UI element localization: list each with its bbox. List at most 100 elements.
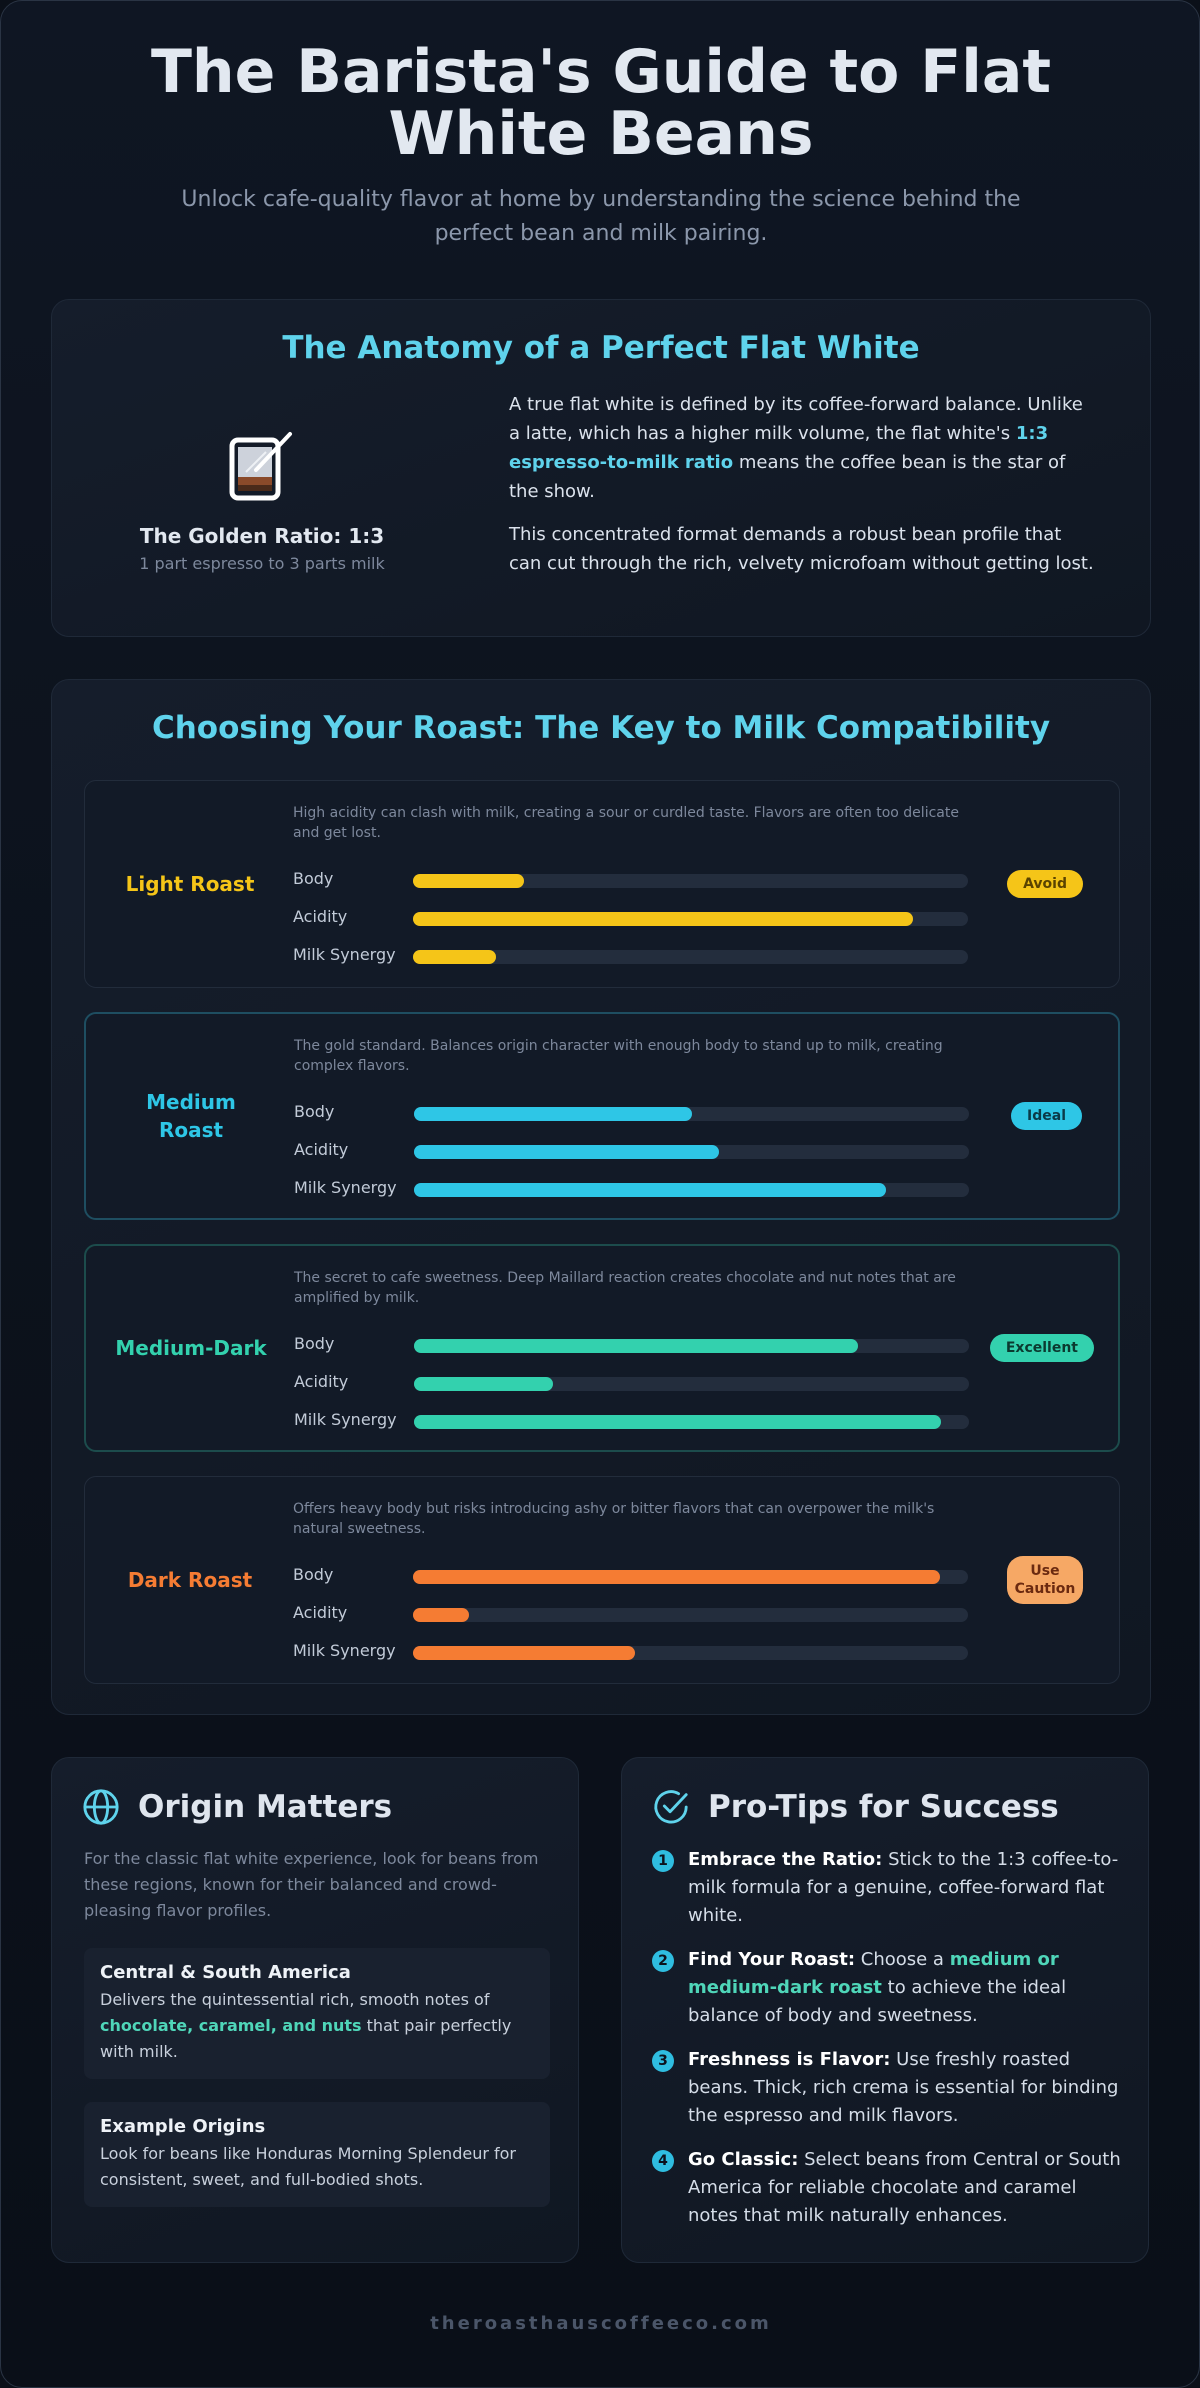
page-title: The Barista's Guide to Flat White Beans bbox=[150, 37, 1052, 169]
metric-track bbox=[414, 1339, 969, 1353]
golden-ratio-label: The Golden Ratio: 1:3 bbox=[139, 524, 385, 548]
metric-track bbox=[414, 1377, 969, 1391]
roast-description: Offers heavy body but risks introducing … bbox=[293, 1501, 935, 1537]
metric-track bbox=[413, 1570, 968, 1584]
metric-bar bbox=[414, 1377, 553, 1391]
metric-bar bbox=[413, 1608, 469, 1622]
metric-bar bbox=[414, 1183, 886, 1197]
metric-track bbox=[414, 1107, 969, 1121]
metric-label: Body bbox=[293, 869, 334, 888]
roast-description: High acidity can clash with milk, creati… bbox=[293, 805, 959, 841]
metric-label: Body bbox=[293, 1565, 334, 1584]
roast-metric: Body bbox=[293, 1565, 973, 1585]
page-subtitle: Unlock cafe-quality flavor at home by un… bbox=[181, 187, 1021, 246]
metric-track bbox=[413, 950, 968, 964]
roast-row: Light Roast High acidity can clash with m… bbox=[84, 780, 1120, 988]
origin-intro: For the classic flat white experience, l… bbox=[84, 1849, 539, 1920]
ratio-highlight: 1:3 espresso-to-milk ratio bbox=[509, 423, 1049, 473]
roast-name: Medium Roast bbox=[146, 1090, 236, 1142]
metric-label: Milk Synergy bbox=[294, 1178, 397, 1197]
roast-metric: Acidity bbox=[294, 1140, 974, 1160]
anatomy-paragraph-1: A true flat white is defined by its coff… bbox=[509, 394, 1083, 502]
metric-label: Acidity bbox=[294, 1372, 349, 1391]
tips-title: Pro-Tips for Success bbox=[708, 1789, 1059, 1825]
roast-metric: Body bbox=[294, 1102, 974, 1122]
metric-bar bbox=[414, 1145, 720, 1159]
metric-track bbox=[414, 1145, 969, 1159]
tip-number: 2 bbox=[652, 1950, 674, 1972]
roast-name: Dark Roast bbox=[127, 1568, 253, 1592]
metric-label: Acidity bbox=[293, 1603, 348, 1622]
roast-metric: Milk Synergy bbox=[294, 1178, 974, 1198]
metric-label: Milk Synergy bbox=[294, 1410, 397, 1429]
golden-ratio-sub: 1 part espresso to 3 parts milk bbox=[139, 554, 385, 573]
tip-item: 2 Find Your Roast: Choose a medium or me… bbox=[652, 1946, 1122, 2030]
roast-name: Light Roast bbox=[125, 872, 255, 896]
roast-metric: Milk Synergy bbox=[293, 1641, 973, 1661]
metric-bar bbox=[413, 1646, 635, 1660]
roast-description: The gold standard. Balances origin chara… bbox=[294, 1038, 943, 1074]
origin-box-text: Look for beans like Honduras Morning Spl… bbox=[100, 2144, 516, 2189]
tip-number: 1 bbox=[652, 1850, 674, 1872]
anatomy-card: The Anatomy of a Perfect Flat White The … bbox=[51, 299, 1151, 637]
roast-row: Dark Roast Offers heavy body but risks in… bbox=[84, 1476, 1120, 1684]
roast-metric: Milk Synergy bbox=[293, 945, 973, 965]
roast-metric: Acidity bbox=[293, 907, 973, 927]
metric-track bbox=[414, 1415, 969, 1429]
metric-label: Acidity bbox=[293, 907, 348, 926]
roast-row: Medium Roast The gold standard. Balances … bbox=[84, 1012, 1120, 1220]
roast-metric: Acidity bbox=[293, 1603, 973, 1623]
tip-number: 3 bbox=[652, 2050, 674, 2072]
roast-metric: Milk Synergy bbox=[294, 1410, 974, 1430]
metric-bar bbox=[413, 874, 524, 888]
roast-row: Medium-Dark The secret to cafe sweetness.… bbox=[84, 1244, 1120, 1452]
metric-bar bbox=[414, 1107, 692, 1121]
anatomy-text: A true flat white is defined by its coff… bbox=[509, 390, 1099, 578]
tip-number: 4 bbox=[652, 2150, 674, 2172]
roast-badge: Use Caution bbox=[1007, 1556, 1083, 1604]
check-circle-icon bbox=[654, 1790, 688, 1824]
metric-track bbox=[414, 1183, 969, 1197]
metric-label: Milk Synergy bbox=[293, 1641, 396, 1660]
origin-title: Origin Matters bbox=[138, 1789, 393, 1825]
roast-badge: Avoid bbox=[1007, 870, 1083, 898]
tip-item: 4 Go Classic: Select beans from Central … bbox=[652, 2146, 1122, 2230]
globe-icon bbox=[83, 1789, 119, 1825]
origin-box-americas: Central & South America Delivers the qui… bbox=[84, 1948, 550, 2079]
origin-box-examples: Example Origins Look for beans like Hond… bbox=[84, 2102, 550, 2207]
roast-description: The secret to cafe sweetness. Deep Maill… bbox=[294, 1270, 956, 1306]
roast-section-title: Choosing Your Roast: The Key to Milk Com… bbox=[151, 710, 1051, 746]
anatomy-paragraph-2: This concentrated format demands a robus… bbox=[509, 524, 1094, 574]
roast-name: Medium-Dark bbox=[115, 1336, 267, 1360]
tips-card: Pro-Tips for Success 1 Embrace the Ratio… bbox=[621, 1757, 1149, 2263]
coffee-glass-icon bbox=[229, 432, 292, 501]
header: The Barista's Guide to Flat White Beans … bbox=[1, 37, 1199, 251]
metric-label: Body bbox=[294, 1102, 335, 1121]
roast-highlight: medium or medium-dark roast bbox=[688, 1949, 1059, 1998]
golden-ratio-panel: The Golden Ratio: 1:3 1 part espresso to… bbox=[92, 420, 432, 573]
anatomy-title: The Anatomy of a Perfect Flat White bbox=[282, 330, 920, 366]
metric-bar bbox=[413, 912, 913, 926]
tip-item: 3 Freshness is Flavor: Use freshly roast… bbox=[652, 2046, 1122, 2130]
metric-bar bbox=[413, 950, 497, 964]
origin-card: Origin Matters For the classic flat whit… bbox=[51, 1757, 579, 2263]
roast-metric: Body bbox=[293, 869, 973, 889]
metric-label: Body bbox=[294, 1334, 335, 1353]
metric-label: Acidity bbox=[294, 1140, 349, 1159]
roast-badge: Ideal bbox=[1011, 1102, 1082, 1130]
metric-track bbox=[413, 874, 968, 888]
origin-box-text: Delivers the quintessential rich, smooth… bbox=[100, 1990, 512, 2061]
flavor-highlight: chocolate, caramel, and nuts bbox=[100, 2016, 362, 2035]
footer-url: theroasthauscoffeeco.com bbox=[430, 2313, 772, 2334]
roast-metric: Acidity bbox=[294, 1372, 974, 1392]
tip-item: 1 Embrace the Ratio: Stick to the 1:3 co… bbox=[652, 1846, 1122, 1930]
metric-track bbox=[413, 912, 968, 926]
origin-box-title: Central & South America bbox=[100, 1962, 351, 1983]
metric-track bbox=[413, 1646, 968, 1660]
origin-box-title: Example Origins bbox=[100, 2116, 266, 2137]
metric-label: Milk Synergy bbox=[293, 945, 396, 964]
metric-bar bbox=[414, 1415, 942, 1429]
metric-track bbox=[413, 1608, 968, 1622]
metric-bar bbox=[413, 1570, 941, 1584]
